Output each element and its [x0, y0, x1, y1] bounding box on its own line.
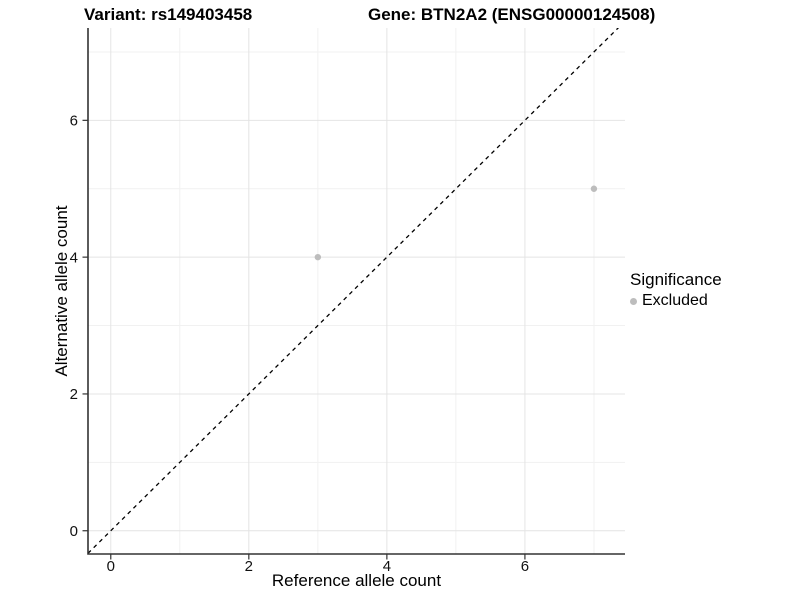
variant-title: Variant: rs149403458 [84, 5, 253, 24]
axis-ticks [82, 119, 526, 560]
y-axis-title: Alternative allele count [52, 205, 71, 377]
axis-lines [87, 28, 625, 555]
legend-item-label: Excluded [642, 292, 708, 309]
x-tick-label: 2 [245, 558, 253, 575]
data-points [314, 185, 598, 261]
data-point [590, 185, 598, 192]
gene-title: Gene: BTN2A2 (ENSG00000124508) [368, 5, 656, 24]
legend-item-excluded: Excluded [630, 290, 722, 312]
y-tick-label: 4 [70, 249, 78, 266]
data-point [314, 253, 322, 261]
legend-title: Significance [630, 270, 722, 289]
y-tick-label: 0 [70, 523, 78, 540]
minor-gridlines [88, 28, 625, 554]
legend: Significance Excluded [630, 270, 722, 312]
x-tick-label: 6 [521, 558, 529, 575]
y-tick-label: 6 [70, 113, 78, 130]
y-tick-label: 2 [70, 386, 78, 403]
identity-line [88, 28, 620, 554]
legend-point-icon [630, 297, 637, 305]
x-tick-label: 0 [107, 558, 115, 575]
x-axis-title: Reference allele count [271, 571, 442, 590]
x-tick-label: 4 [383, 558, 391, 575]
major-gridlines [88, 28, 625, 554]
